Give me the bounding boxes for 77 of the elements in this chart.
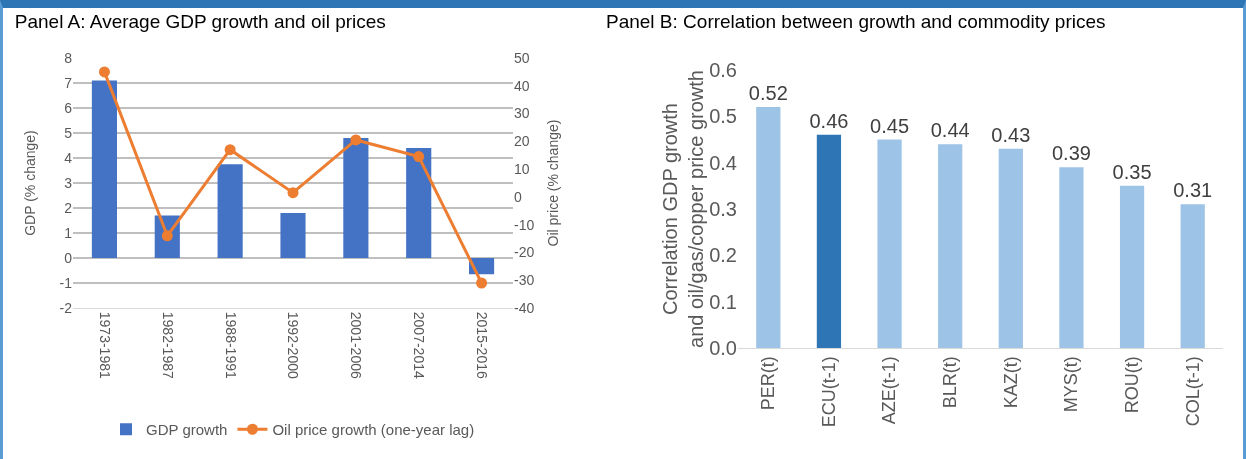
y2-tick-label: 10 [514, 161, 530, 178]
legend-label: Oil price growth (one-year lag) [272, 421, 475, 439]
point [224, 144, 236, 156]
x-tick-label: MYS(t) [1061, 356, 1082, 413]
y2-tick-label: 30 [514, 105, 530, 122]
y-axis-title: GDP (% change) [22, 130, 38, 236]
x-tick-label: 1992-2000 [285, 311, 302, 379]
data-label: 0.43 [991, 123, 1031, 146]
bar [280, 213, 306, 258]
point [476, 277, 488, 289]
point [98, 66, 110, 78]
bar [1180, 204, 1205, 348]
point [413, 151, 425, 163]
x-tick-label: ECU(t-1) [818, 356, 839, 428]
y-tick-label: 2 [64, 199, 73, 216]
x-tick-label: 1982-1987 [159, 311, 176, 379]
bar [91, 80, 117, 258]
y-tick-label: 7 [64, 74, 73, 91]
x-tick-label: 1988-1991 [222, 311, 239, 379]
chart-title: Panel A: Average GDP growth and oil prices [14, 11, 386, 33]
y-tick-label: 0.3 [709, 198, 737, 220]
y-axis-title: Correlation GDP growth and oil/gas/copper price growth [659, 70, 708, 348]
y-tick-label: 0.6 [709, 59, 737, 81]
bar [1119, 185, 1145, 348]
data-label: 0.46 [809, 109, 849, 132]
y-tick-label: 0.4 [709, 151, 737, 174]
y-tick-label: 6 [64, 99, 73, 116]
bar [998, 148, 1023, 348]
y-tick-label: 0.0 [709, 337, 737, 359]
x-tick-label: PER(t) [758, 356, 779, 411]
data-label: 0.44 [930, 119, 970, 142]
data-label: 0.39 [1051, 142, 1091, 165]
chart-title: Panel B: Correlation between growth and commodity prices [606, 11, 1106, 33]
y-tick-label: -1 [59, 274, 73, 291]
legend-label: GDP growth [146, 421, 228, 439]
y-tick-label: 0.2 [709, 244, 737, 267]
y-tick-label: 3 [64, 174, 73, 191]
x-tick-label: COL(t-1) [1182, 356, 1203, 427]
bar [816, 134, 842, 348]
y-tick-label: 0.5 [709, 105, 737, 128]
x-tick-label: KAZ(t) [1000, 356, 1021, 409]
bar [217, 164, 243, 258]
bar [938, 144, 963, 348]
point [350, 134, 362, 146]
bar [1059, 167, 1084, 348]
y2-tick-label: -20 [514, 244, 535, 261]
y-tick-label: 5 [64, 124, 73, 141]
y-tick-label: -2 [59, 299, 73, 316]
y-tick-label: 4 [64, 149, 73, 166]
y2-tick-label: 40 [514, 77, 530, 94]
data-label: 0.52 [748, 82, 788, 105]
x-tick-label: BLR(t) [940, 356, 961, 409]
y-tick-label: 0 [64, 249, 73, 266]
y2-tick-label: 20 [514, 133, 530, 150]
y-tick-label: 0.1 [709, 290, 737, 313]
y2-tick-label: 0 [514, 188, 522, 205]
y2-tick-label: -40 [514, 299, 535, 316]
y2-tick-label: -30 [514, 272, 535, 289]
data-label: 0.35 [1112, 160, 1152, 183]
y-tick-label: 1 [64, 224, 73, 241]
x-tick-label: 1973-1981 [96, 311, 113, 379]
data-label: 0.31 [1173, 179, 1213, 202]
x-tick-label: 2007-2014 [411, 311, 428, 379]
point [287, 187, 299, 199]
y-tick-label: 8 [64, 49, 73, 66]
data-label: 0.45 [870, 114, 910, 137]
bar [877, 139, 902, 348]
x-tick-label: ROU(t) [1121, 356, 1142, 414]
y2-axis-title: Oil price (% change) [545, 119, 561, 247]
x-tick-label: AZE(t-1) [879, 356, 900, 425]
x-tick-label: 2001-2006 [348, 311, 365, 379]
x-tick-label: 2015-2016 [474, 311, 491, 379]
y2-tick-label: -10 [514, 216, 535, 233]
bar [756, 107, 781, 348]
y2-tick-label: 50 [514, 49, 530, 66]
bar [343, 138, 369, 258]
bar [406, 148, 432, 258]
